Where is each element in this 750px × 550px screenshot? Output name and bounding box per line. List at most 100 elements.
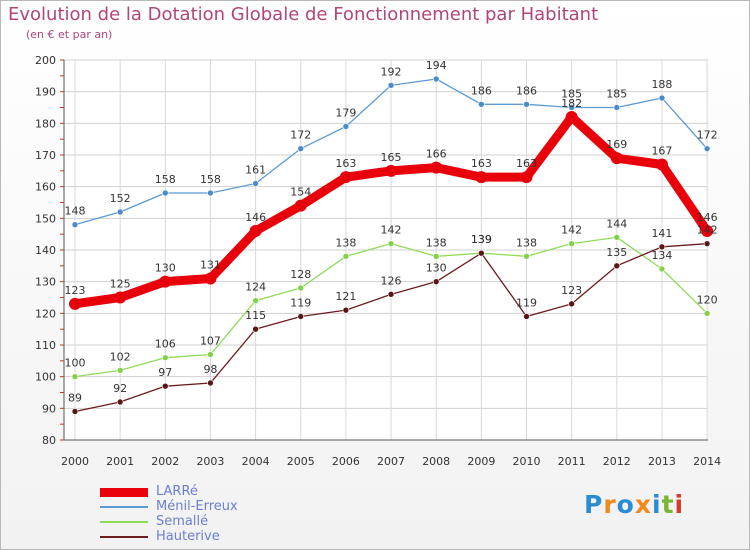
data-point-menil-erreux xyxy=(478,101,485,108)
data-point-semalle xyxy=(116,367,124,374)
data-point-larre xyxy=(520,171,533,184)
data-label-hauterive: 119 xyxy=(290,297,311,310)
data-point-menil-erreux xyxy=(432,75,440,83)
y-tick-label: 130 xyxy=(35,276,56,289)
data-point-hauterive xyxy=(162,382,169,390)
chart-title: Evolution de la Dotation Globale de Fonc… xyxy=(8,4,599,25)
data-label-menil-erreux: 179 xyxy=(335,107,356,120)
data-label-semalle: 139 xyxy=(471,233,492,246)
proxiti-logo[interactable]: Proxiti xyxy=(584,490,684,519)
data-label-hauterive: 141 xyxy=(651,227,672,240)
legend-label-menil-erreux: Ménil-Erreux xyxy=(156,499,238,514)
y-tick-label: 180 xyxy=(35,117,56,130)
x-tick-label: 2006 xyxy=(332,455,360,468)
data-label-hauterive: 126 xyxy=(381,274,402,287)
data-label-semalle: 100 xyxy=(65,357,86,370)
legend-item-menil-erreux[interactable]: Ménil-Erreux xyxy=(100,499,300,514)
data-label-menil-erreux: 152 xyxy=(110,192,131,205)
x-tick-label: 2013 xyxy=(648,455,676,468)
x-tick-label: 2007 xyxy=(377,455,405,468)
data-point-hauterive xyxy=(297,313,305,320)
data-point-menil-erreux xyxy=(342,123,350,130)
legend-swatch-semalle xyxy=(100,521,148,523)
x-tick-label: 2001 xyxy=(106,455,134,468)
data-label-semalle: 106 xyxy=(155,338,176,351)
x-tick-label: 2014 xyxy=(693,455,721,468)
data-point-menil-erreux xyxy=(116,208,124,216)
data-point-menil-erreux xyxy=(613,104,621,111)
data-label-semalle: 142 xyxy=(381,224,402,237)
x-tick-label: 2009 xyxy=(467,455,495,468)
logo-letter: r xyxy=(603,490,617,519)
x-tick-label: 2012 xyxy=(603,455,631,468)
data-label-menil-erreux: 188 xyxy=(651,78,672,91)
data-point-larre xyxy=(701,225,714,237)
data-label-larre: 182 xyxy=(561,97,582,110)
data-point-semalle xyxy=(162,354,169,361)
data-point-semalle xyxy=(297,284,305,292)
data-point-hauterive xyxy=(658,243,666,251)
data-point-hauterive xyxy=(71,408,79,415)
data-label-semalle: 134 xyxy=(651,249,672,262)
data-point-larre xyxy=(655,158,668,171)
legend-label-semalle: Semallé xyxy=(156,514,209,529)
data-point-larre xyxy=(339,171,352,184)
legend-label-hauterive: Hauterive xyxy=(156,529,220,544)
y-tick-label: 150 xyxy=(35,212,56,225)
data-point-semalle xyxy=(387,240,395,247)
data-label-larre: 163 xyxy=(335,157,356,170)
legend-swatch-hauterive xyxy=(100,536,148,538)
data-label-menil-erreux: 148 xyxy=(65,205,86,218)
y-tick-label: 110 xyxy=(35,339,56,352)
data-point-semalle xyxy=(658,265,666,273)
legend-item-semalle[interactable]: Semallé xyxy=(100,514,300,529)
data-point-hauterive xyxy=(568,300,575,308)
legend-swatch-menil-erreux xyxy=(100,506,148,508)
data-point-menil-erreux xyxy=(71,221,79,228)
data-label-menil-erreux: 158 xyxy=(200,173,221,186)
y-tick-label: 190 xyxy=(35,86,56,99)
legend-item-hauterive[interactable]: Hauterive xyxy=(100,529,300,544)
data-point-menil-erreux xyxy=(297,145,305,152)
x-tick-label: 2004 xyxy=(242,455,270,468)
legend-item-larre[interactable]: LARRé xyxy=(100,484,300,499)
data-label-menil-erreux: 158 xyxy=(155,173,176,186)
data-point-semalle xyxy=(568,240,575,247)
data-label-larre: 163 xyxy=(516,157,537,170)
data-point-hauterive xyxy=(703,240,711,247)
data-label-semalle: 138 xyxy=(335,236,356,249)
data-label-hauterive: 130 xyxy=(426,262,447,275)
data-label-semalle: 138 xyxy=(426,236,447,249)
data-point-hauterive xyxy=(342,306,350,314)
chart-subtitle: (en € et par an) xyxy=(26,28,113,41)
data-label-larre: 166 xyxy=(426,148,447,161)
y-tick-label: 90 xyxy=(42,402,56,415)
data-label-menil-erreux: 186 xyxy=(516,84,537,97)
data-label-hauterive: 98 xyxy=(203,363,217,376)
data-point-semalle xyxy=(71,373,79,380)
data-label-semalle: 128 xyxy=(290,268,311,281)
data-point-larre xyxy=(159,275,172,288)
data-label-layer: 123 125 130 131 146 154 163 165 166 163 163 182 169 1… xyxy=(65,59,718,405)
data-point-larre xyxy=(69,297,81,310)
data-point-hauterive xyxy=(252,325,259,333)
legend-swatch-larre xyxy=(100,488,148,497)
data-label-hauterive: 123 xyxy=(561,284,582,297)
data-label-semalle: 120 xyxy=(697,293,718,306)
logo-letter: P xyxy=(584,490,604,519)
x-tick-label: 2003 xyxy=(196,455,224,468)
data-point-menil-erreux xyxy=(252,180,259,187)
data-label-hauterive: 92 xyxy=(113,382,127,395)
x-tick-label: 2008 xyxy=(422,455,450,468)
data-point-larre xyxy=(475,171,488,184)
data-label-menil-erreux: 185 xyxy=(606,88,627,101)
data-point-menil-erreux xyxy=(658,94,666,102)
logo-letter: i xyxy=(652,490,662,519)
data-point-menil-erreux xyxy=(387,82,395,89)
logo-letter: i xyxy=(674,490,685,519)
axis-layer: 80 90 100 110 120 130 140 150 160 170 180 190 200 200… xyxy=(35,54,721,468)
data-label-larre: 130 xyxy=(155,262,176,275)
data-point-menil-erreux xyxy=(523,101,530,108)
data-point-larre xyxy=(385,164,398,177)
data-point-hauterive xyxy=(116,398,124,406)
